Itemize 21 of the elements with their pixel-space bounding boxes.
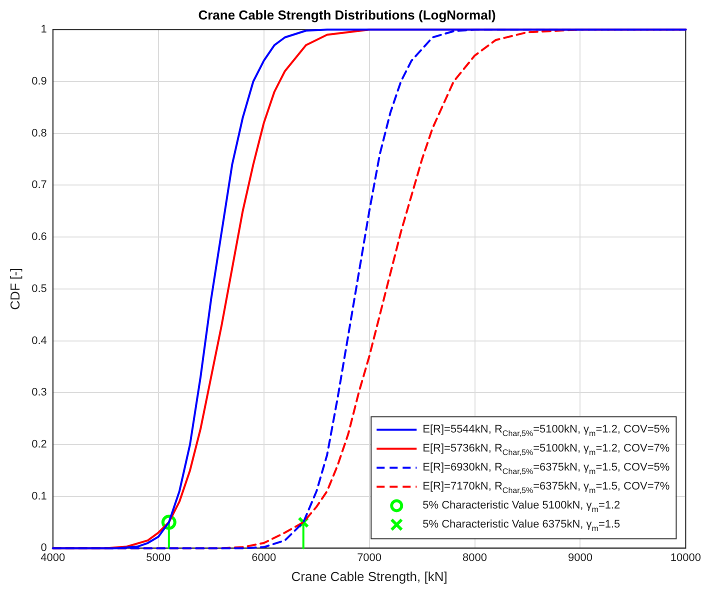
y-tick-label: 0 (40, 542, 47, 554)
y-tick-label: 0.2 (32, 438, 47, 451)
y-axis-title: CDF [-] (7, 268, 22, 310)
y-tick-label: 0.1 (32, 490, 47, 502)
x-tick-label: 5000 (146, 552, 171, 564)
y-tick-label: 0.4 (32, 334, 47, 347)
x-tick-label: 6000 (252, 552, 276, 564)
x-tick-label: 4000 (40, 552, 66, 564)
x-tick-label: 7000 (357, 552, 382, 564)
y-tick-label: 0.6 (32, 231, 47, 244)
y-tick-label: 0.5 (32, 282, 47, 295)
y-tick-label: 0.8 (32, 127, 47, 140)
y-tick-label: 0.7 (32, 179, 47, 192)
y-tick-label: 0.9 (32, 75, 47, 88)
x-tick-label: 10000 (670, 552, 702, 564)
x-tick-label: 8000 (462, 552, 488, 564)
x-axis-title: Crane Cable Strength, [kN] (291, 568, 448, 584)
chart-title: Crane Cable Strength Distributions (LogNormal) (198, 7, 496, 22)
x-tick-label: 9000 (568, 552, 592, 564)
y-tick-label: 1 (40, 24, 47, 36)
y-tick-label: 0.3 (32, 386, 47, 399)
